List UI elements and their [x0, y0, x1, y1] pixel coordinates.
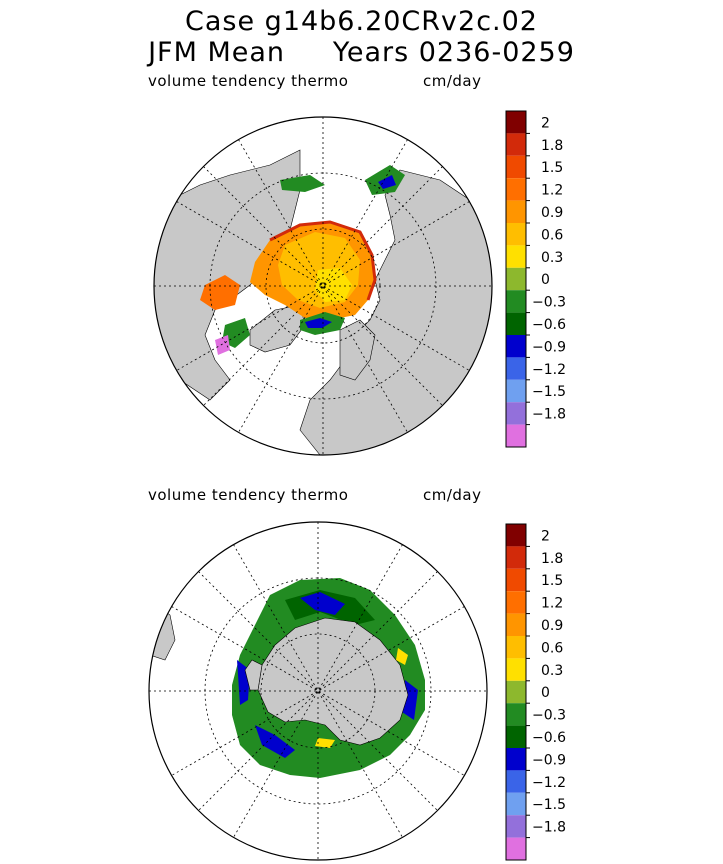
south-colorbar-label: 0.9 — [541, 618, 563, 634]
north-colorbar-label: −0.3 — [532, 295, 566, 311]
north-colorbar-label: 0.3 — [541, 250, 563, 266]
south-colorbar-swatch — [506, 725, 526, 748]
north-field-yellow — [315, 268, 352, 302]
south-colorbar-swatch — [506, 636, 526, 659]
south-colorbar-swatch — [506, 792, 526, 816]
south-field-blue-weddell — [300, 592, 345, 615]
north-field-bering — [280, 175, 325, 192]
south-variable-label: volume tendency thermo — [148, 486, 349, 504]
north-colorbar-swatch — [506, 245, 526, 268]
north-colorbar-swatch — [506, 312, 526, 335]
north-colorbar-label: 2 — [541, 115, 550, 131]
north-colorbar-swatch — [506, 200, 526, 223]
figure-title-period: JFM Mean Years 0236-0259 — [148, 37, 575, 68]
north-colorbar-swatch — [506, 424, 526, 447]
figure-title-case: Case g14b6.20CRv2c.02 — [185, 6, 538, 37]
south-colorbar-swatch — [506, 591, 526, 614]
north-colorbar-swatch — [506, 267, 526, 291]
north-field-labrador — [222, 318, 250, 348]
north-units-label: cm/day — [423, 72, 482, 90]
south-colorbar-label: 2 — [541, 528, 550, 544]
north-map-border — [153, 116, 493, 456]
north-colorbar-swatch — [506, 357, 526, 380]
south-units-label: cm/day — [423, 486, 482, 504]
south-colorbar-swatch — [506, 568, 526, 592]
south-graticule — [149, 522, 487, 860]
north-field-hudson-violet — [215, 335, 230, 355]
south-colorbar-label: −0.6 — [532, 730, 566, 746]
south-colorbar-label: −1.8 — [532, 820, 566, 836]
north-colorbar-label: −0.9 — [532, 339, 566, 355]
south-colorbar-label: 0.6 — [541, 640, 563, 656]
south-colorbar-swatch — [506, 613, 526, 636]
south-colorbar-label: 1.8 — [541, 551, 563, 567]
north-colorbar-label: 1.8 — [541, 138, 563, 154]
south-colorbar-swatch — [506, 658, 526, 681]
south-colorbar-label: 0 — [541, 685, 550, 701]
north-colorbar-label: −0.6 — [532, 317, 566, 333]
north-colorbar-swatch — [506, 133, 526, 156]
north-field-edge-red — [269, 220, 377, 301]
south-colorbar-frame — [505, 523, 527, 861]
north-colorbar-label: 0 — [541, 272, 550, 288]
north-colorbar-label: 0.6 — [541, 227, 563, 243]
south-colorbar-label: 1.2 — [541, 596, 563, 612]
north-colorbar-swatch — [506, 335, 526, 358]
south-colorbar-swatch — [506, 703, 526, 726]
north-colorbar-label: −1.5 — [532, 384, 566, 400]
north-field-barents-blue — [305, 318, 332, 328]
north-colorbar-label: 1.5 — [541, 160, 563, 176]
south-colorbar-swatch — [506, 748, 526, 771]
north-colorbar-label: −1.2 — [532, 362, 566, 378]
north-land-scandinavia — [339, 319, 376, 381]
south-colorbar-swatch — [506, 837, 526, 860]
north-field-okhotsk-blue — [378, 175, 396, 189]
south-colorbar: 2 1.8 1.5 1.2 0.9 0.6 0.3 0 −0.3 −0.6 −0.9 −1.2 −1.5… — [505, 523, 566, 861]
north-colorbar-label: −1.8 — [532, 407, 566, 423]
south-field-yellow-ross — [315, 738, 335, 748]
north-colorbar-frame — [505, 110, 527, 448]
north-colorbar-swatch — [506, 379, 526, 403]
south-colorbar-label: −0.9 — [532, 752, 566, 768]
north-colorbar-label: 1.2 — [541, 183, 563, 199]
north-colorbar-label: 0.9 — [541, 205, 563, 221]
south-colorbar-swatch — [506, 770, 526, 793]
south-field-blue-ross — [255, 725, 295, 758]
north-colorbar: 2 1.8 1.5 1.2 0.9 0.6 0.3 0 −0.3 −0.6 −0.9 −1.2 −1.5… — [505, 110, 566, 448]
north-colorbar-swatch — [506, 178, 526, 201]
south-colorbar-label: 1.5 — [541, 573, 563, 589]
north-colorbar-swatch — [506, 111, 526, 134]
north-colorbar-swatch — [506, 155, 526, 179]
south-colorbar-label: −1.5 — [532, 797, 566, 813]
north-graticule — [154, 117, 492, 455]
south-colorbar-label: 0.3 — [541, 663, 563, 679]
north-colorbar-swatch — [506, 402, 526, 425]
south-field-yellow-east — [396, 648, 408, 665]
north-land-eurasia — [299, 169, 492, 455]
south-colorbar-swatch — [506, 680, 526, 704]
north-variable-label: volume tendency thermo — [148, 72, 349, 90]
south-colorbar-swatch — [506, 815, 526, 838]
south-colorbar-swatch — [506, 524, 526, 547]
south-map-border — [148, 521, 488, 861]
south-colorbar-label: −1.2 — [532, 775, 566, 791]
north-colorbar-swatch — [506, 290, 526, 313]
north-colorbar-swatch — [506, 223, 526, 246]
north-polar-map — [153, 116, 493, 456]
south-colorbar-swatch — [506, 546, 526, 569]
south-land-peninsula — [244, 659, 263, 691]
south-colorbar-label: −0.3 — [532, 708, 566, 724]
